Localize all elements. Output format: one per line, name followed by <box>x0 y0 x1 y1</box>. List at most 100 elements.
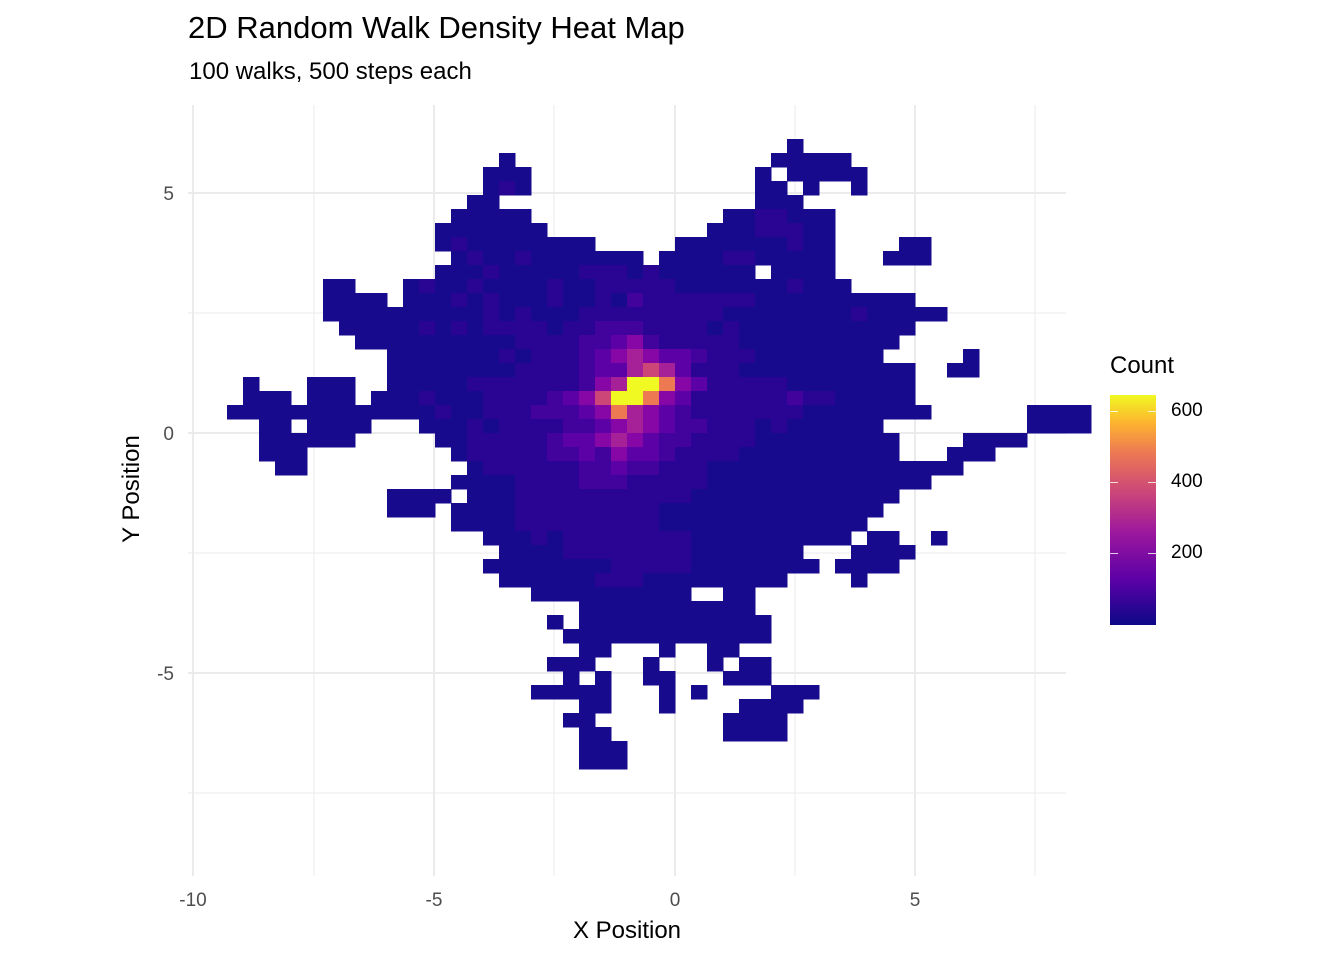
heatmap-cell <box>691 629 708 644</box>
heatmap-cell <box>755 307 772 322</box>
heatmap-cell <box>435 335 452 350</box>
heatmap-cell <box>611 419 628 434</box>
heatmap-cell <box>595 587 612 602</box>
heatmap-cell <box>531 321 548 336</box>
heatmap-cell <box>707 475 724 490</box>
heatmap-cell <box>579 419 596 434</box>
heatmap-cell <box>739 321 756 336</box>
heatmap-cell <box>851 321 868 336</box>
heatmap-cell <box>707 405 724 420</box>
heatmap-cell <box>563 237 580 252</box>
heatmap-cell <box>771 377 788 392</box>
heatmap-cell <box>835 335 852 350</box>
heatmap-cell <box>819 475 836 490</box>
heatmap-cell <box>499 377 516 392</box>
heatmap-cell <box>803 335 820 350</box>
heatmap-cell <box>483 447 500 462</box>
heatmap-cell <box>899 475 916 490</box>
heatmap-cell <box>611 307 628 322</box>
heatmap-cell <box>755 531 772 546</box>
heatmap-cell <box>467 461 484 476</box>
heatmap-cell <box>723 671 740 686</box>
heatmap-cell <box>643 307 660 322</box>
heatmap-cell <box>787 167 804 182</box>
heatmap-cell <box>787 517 804 532</box>
heatmap-cell <box>611 503 628 518</box>
heatmap-cell <box>723 251 740 266</box>
heatmap-cell <box>531 685 548 700</box>
heatmap-cell <box>947 447 964 462</box>
heatmap-cell <box>755 405 772 420</box>
heatmap-cell <box>803 167 820 182</box>
heatmap-cell <box>899 461 916 476</box>
heatmap-cell <box>579 433 596 448</box>
heatmap-cell <box>707 643 724 658</box>
heatmap-cell <box>851 475 868 490</box>
heatmap-cell <box>899 237 916 252</box>
heatmap-cell <box>739 223 756 238</box>
heatmap-cell <box>387 377 404 392</box>
heatmap-cell <box>739 209 756 224</box>
heatmap-cell <box>787 391 804 406</box>
heatmap-cell <box>435 405 452 420</box>
heatmap-cell <box>403 349 420 364</box>
heatmap-cell <box>707 265 724 280</box>
heatmap-cell <box>691 377 708 392</box>
heatmap-cell <box>771 713 788 728</box>
heatmap-cell <box>627 265 644 280</box>
heatmap-cell <box>691 503 708 518</box>
heatmap-cell <box>547 251 564 266</box>
heatmap-cell <box>627 405 644 420</box>
heatmap-cell <box>707 545 724 560</box>
heatmap-cell <box>707 573 724 588</box>
heatmap-cell <box>659 447 676 462</box>
heatmap-cell <box>883 293 900 308</box>
heatmap-cell <box>851 433 868 448</box>
heatmap-cell <box>403 405 420 420</box>
heatmap-cell <box>739 531 756 546</box>
heatmap-cell <box>867 447 884 462</box>
heatmap-cell <box>691 265 708 280</box>
heatmap-cell <box>611 573 628 588</box>
heatmap-cell <box>643 363 660 378</box>
heatmap-cell <box>755 699 772 714</box>
heatmap-cell <box>611 517 628 532</box>
heatmap-cell <box>611 349 628 364</box>
heatmap-cell <box>851 167 868 182</box>
heatmap-cell <box>547 433 564 448</box>
heatmap-cell <box>611 629 628 644</box>
heatmap-cell <box>291 433 308 448</box>
heatmap-cell <box>499 447 516 462</box>
heatmap-cell <box>643 517 660 532</box>
heatmap-cell <box>483 419 500 434</box>
heatmap-cell <box>627 419 644 434</box>
heatmap-cell <box>579 447 596 462</box>
heatmap-cell <box>691 433 708 448</box>
heatmap-cell <box>451 349 468 364</box>
heatmap-cell <box>467 433 484 448</box>
heatmap-cell <box>675 335 692 350</box>
heatmap-cell <box>595 293 612 308</box>
heatmap-cell <box>563 433 580 448</box>
heatmap-cell <box>755 461 772 476</box>
heatmap-cell <box>739 601 756 616</box>
heatmap-cell <box>515 545 532 560</box>
heatmap-cell <box>339 321 356 336</box>
heatmap-cell <box>627 363 644 378</box>
heatmap-cell <box>867 419 884 434</box>
heatmap-cell <box>259 391 276 406</box>
heatmap-cell <box>691 251 708 266</box>
chart-title: 2D Random Walk Density Heat Map <box>188 10 685 45</box>
heatmap-cell <box>323 279 340 294</box>
heatmap-cell <box>915 251 932 266</box>
heatmap-cell <box>451 279 468 294</box>
heatmap-cell <box>787 153 804 168</box>
heatmap-cell <box>739 615 756 630</box>
heatmap-cell <box>579 349 596 364</box>
heatmap-cell <box>515 517 532 532</box>
heatmap-cell <box>787 503 804 518</box>
heatmap-cell <box>755 237 772 252</box>
heatmap-cell <box>739 699 756 714</box>
heatmap-cell <box>915 461 932 476</box>
heatmap-cell <box>499 461 516 476</box>
